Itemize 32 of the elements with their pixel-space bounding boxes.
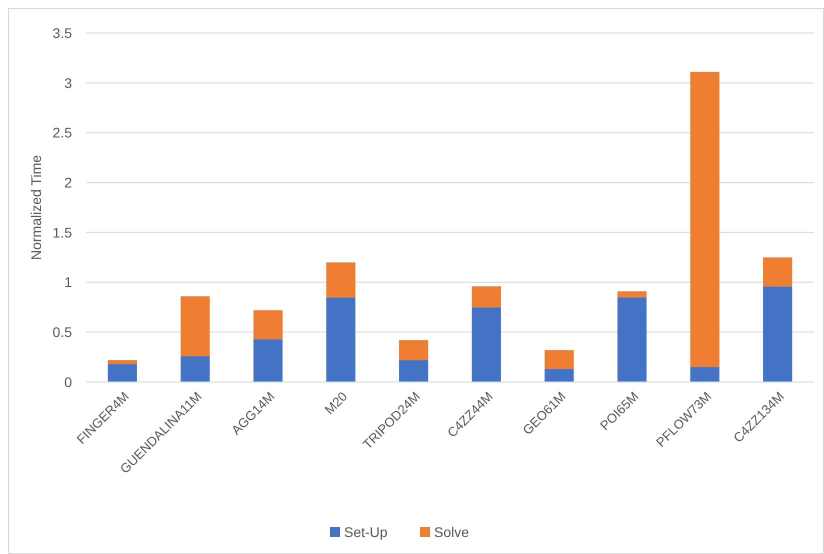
legend-label: Set-Up [344, 524, 388, 540]
y-tick-label: 0.5 [52, 324, 72, 340]
bar [690, 367, 720, 382]
bar [544, 350, 574, 370]
bar [472, 286, 501, 308]
y-tick-label: 2.5 [52, 124, 72, 141]
bar [326, 262, 356, 298]
bar [399, 340, 428, 360]
bar [180, 296, 210, 356]
bar [108, 360, 137, 364]
x-tick-label: M20 [322, 388, 350, 418]
y-axis-title: Normalized Time [28, 154, 44, 260]
y-tick-label: 0 [64, 374, 72, 390]
bar [326, 297, 356, 382]
bar [617, 297, 647, 382]
legend-label: Solve [434, 524, 470, 540]
bar [763, 286, 792, 382]
bar [472, 307, 501, 382]
y-tick-label: 3.5 [52, 24, 72, 41]
bar [180, 356, 210, 382]
bar [763, 257, 792, 286]
y-tick-label: 1.5 [52, 224, 72, 240]
y-tick-label: 3 [64, 74, 72, 91]
bar [253, 310, 283, 340]
y-tick-label: 1 [64, 274, 72, 290]
y-tick-label: 2 [64, 174, 72, 190]
bar [690, 72, 720, 368]
bar [399, 360, 428, 382]
bar [108, 364, 137, 382]
bar [544, 369, 574, 382]
bar [253, 339, 283, 382]
bar [617, 291, 647, 298]
